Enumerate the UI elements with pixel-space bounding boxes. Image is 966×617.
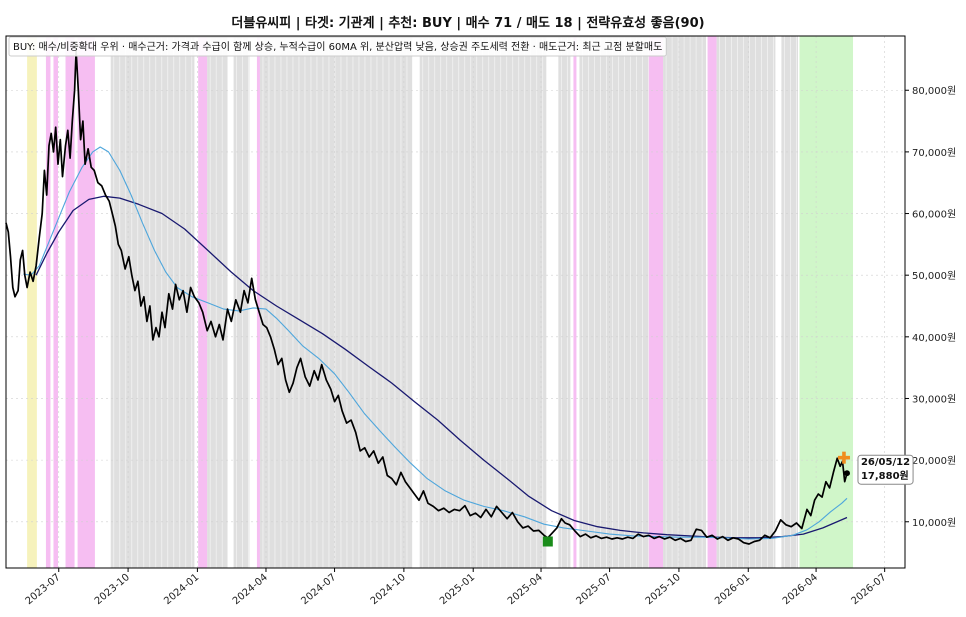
shaded-region-gray: [558, 36, 571, 568]
last-price-dot: [843, 470, 850, 477]
x-tick-label: 2024-10: [369, 572, 408, 607]
annotation-background: [8, 36, 667, 57]
y-tick-label: 10,000원: [912, 517, 956, 529]
shaded-region-gray: [716, 36, 776, 568]
y-tick-label: 30,000원: [912, 393, 956, 405]
buy-plus-marker: [842, 451, 846, 464]
shaded-region-pink: [77, 36, 95, 568]
y-tick-label: 80,000원: [912, 85, 956, 97]
x-tick-label: 2024-07: [299, 572, 338, 607]
y-tick-label: 20,000원: [912, 455, 956, 467]
y-tick-label: 70,000원: [912, 147, 956, 159]
x-tick-label: 2026-01: [713, 572, 752, 607]
x-tick-label: 2024-04: [231, 572, 270, 607]
series-line-ma_short: [23, 146, 848, 540]
plot-frame: [5, 35, 906, 569]
x-tick-label: 2025-04: [506, 572, 545, 607]
last-price-value: 17,880원: [861, 469, 909, 482]
shaded-region-pink: [707, 36, 717, 568]
x-tick-label: 2025-07: [574, 572, 613, 607]
shaded-region-pink: [573, 36, 577, 568]
shaded-region-pink: [53, 36, 58, 568]
x-tick-label: 2025-10: [644, 572, 683, 607]
shaded-region-pink: [256, 36, 260, 568]
x-tick-label: 2023-10: [93, 572, 132, 607]
x-tick-label: 2024-01: [162, 572, 201, 607]
shaded-regions: [27, 36, 854, 568]
series-line-price: [5, 49, 848, 545]
markers: [542, 451, 850, 547]
y-tick-label: 40,000원: [912, 332, 956, 344]
shaded-region-gray: [259, 36, 413, 568]
shaded-region-gray: [663, 36, 707, 568]
x-tick-label: 2026-07: [849, 572, 888, 607]
shaded-region-gray: [110, 36, 195, 568]
shaded-region-pink: [65, 36, 75, 568]
y-tick-label: 50,000원: [912, 270, 956, 282]
last-price-label: 26/05/12 17,880원: [857, 454, 914, 485]
low-square-marker: [542, 536, 553, 547]
chart-title: 더블유씨피 | 타겟: 기관계 | 추천: BUY | 매수 71 / 매도 1…: [231, 15, 704, 31]
shaded-region-gray: [579, 36, 649, 568]
shaded-region-pink: [45, 36, 51, 568]
shaded-region-gray: [781, 36, 798, 568]
last-price-label-box: [857, 454, 914, 485]
y-tick-label: 60,000원: [912, 209, 956, 221]
x-tick-label: 2023-07: [24, 572, 63, 607]
annotation-text: BUY: 매수/비중확대 우위 · 매수근거: 가격과 수급이 함께 상승, 누…: [13, 40, 662, 53]
x-tick-label: 2026-04: [781, 572, 820, 607]
x-tick-label: 2025-01: [438, 572, 477, 607]
last-price-date: 26/05/12: [861, 457, 910, 468]
series-lines: [5, 49, 848, 545]
shaded-region-green: [799, 36, 854, 568]
annotation-box: BUY: 매수/비중확대 우위 · 매수근거: 가격과 수급이 함께 상승, 누…: [8, 36, 667, 57]
shaded-region-pink: [648, 36, 664, 568]
shaded-region-yellow: [27, 36, 37, 568]
grid: [6, 36, 905, 568]
shaded-region-pink: [198, 36, 208, 568]
